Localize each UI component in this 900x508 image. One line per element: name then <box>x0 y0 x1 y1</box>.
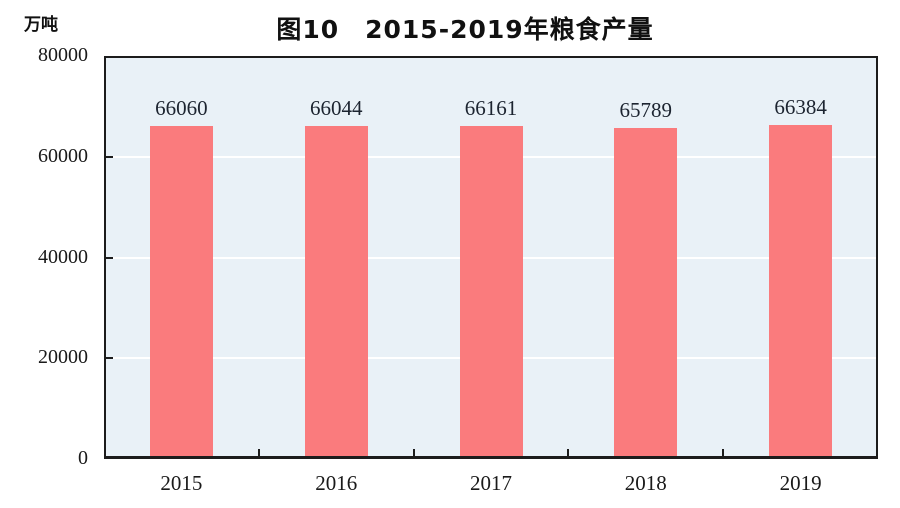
y-axis-label-20000: 20000 <box>38 346 88 369</box>
y-axis-tick-20000 <box>106 357 113 360</box>
x-axis-label-2017: 2017 <box>469 471 512 495</box>
bar-2015 <box>149 126 213 459</box>
bar-value-2018: 65789 <box>619 97 673 122</box>
y-axis-label-40000: 40000 <box>38 245 88 268</box>
x-axis-tick-3 <box>567 449 570 456</box>
x-axis-label-2018: 2018 <box>624 471 667 495</box>
bar-value-2017: 66161 <box>464 95 518 120</box>
y-axis-tick-40000 <box>106 256 113 259</box>
bar-2018 <box>614 127 678 459</box>
bar-value-2015: 66060 <box>155 96 208 121</box>
y-axis-label-60000: 60000 <box>38 144 88 167</box>
x-axis-label-2015: 2015 <box>160 471 203 495</box>
x-axis-tick-2 <box>412 449 415 456</box>
x-axis-label-2016: 2016 <box>315 471 358 495</box>
y-axis-label-80000: 80000 <box>38 44 88 66</box>
bar-2016 <box>304 126 368 459</box>
bar-value-2019: 66384 <box>774 94 827 119</box>
x-axis-tick-1 <box>257 449 260 456</box>
y-axis-label-0: 0 <box>78 447 88 469</box>
x-axis-tick-4 <box>722 449 725 456</box>
bar-2017 <box>459 125 523 459</box>
x-axis-label-2019: 2019 <box>779 471 822 495</box>
plot-area: 66060 66044 66161 65789 66384 <box>104 56 878 459</box>
y-axis-tick-60000 <box>106 155 113 158</box>
y-axis-unit-label: 万吨 <box>24 15 58 35</box>
bar-2019 <box>769 124 833 459</box>
bar-value-2016: 66044 <box>309 96 363 121</box>
chart-title: 图10 2015-2019年粮食产量 <box>276 15 654 44</box>
